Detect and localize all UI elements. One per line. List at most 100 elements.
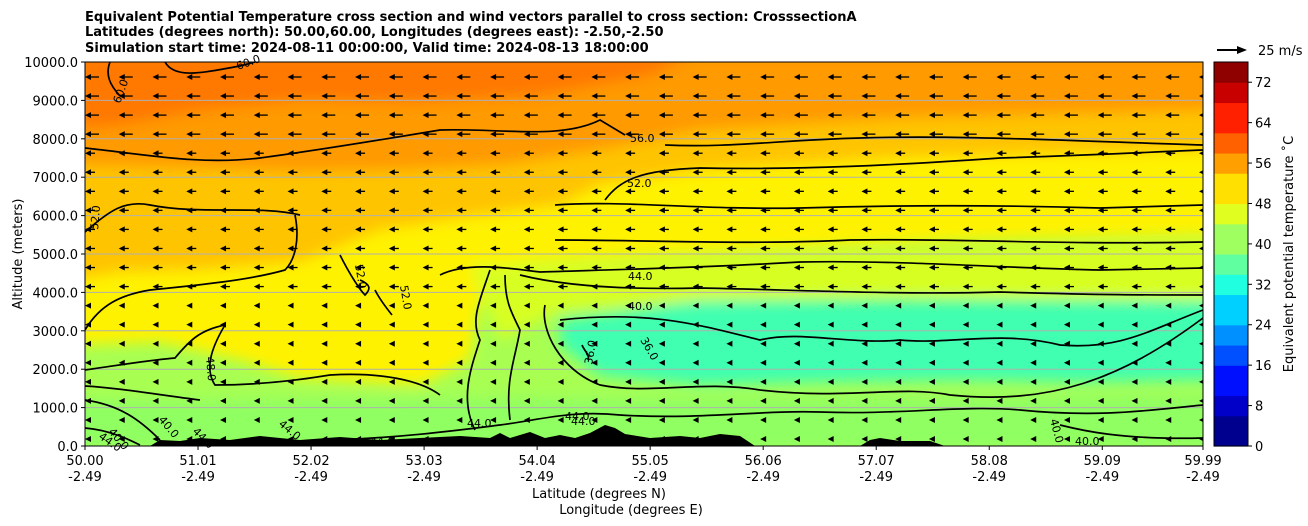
wind-arrow (760, 74, 775, 80)
wind-arrow (1131, 226, 1142, 233)
wind-arrow (456, 302, 463, 309)
wind-arrow (692, 378, 699, 385)
wind-arrow (118, 302, 125, 309)
colorbar-segment (1214, 193, 1248, 205)
wind-arrow (793, 150, 804, 157)
wind-arrow (388, 359, 395, 366)
plot-area (85, 62, 1203, 446)
wind-arrow (591, 169, 602, 176)
wind-arrow (152, 93, 167, 100)
wind-arrow (928, 397, 935, 404)
wind-arrow (996, 150, 1007, 157)
wind-arrow (1199, 170, 1203, 175)
wind-arrow (220, 283, 231, 290)
wind-arrow (422, 416, 429, 423)
wind-arrow (152, 150, 163, 157)
wind-arrow (996, 169, 1007, 176)
colorbar-segment (1214, 425, 1248, 437)
wind-arrow (625, 226, 636, 233)
wind-arrow (928, 169, 939, 176)
wind-arrow (962, 169, 973, 176)
wind-arrow (388, 150, 399, 157)
wind-arrow (793, 283, 804, 290)
wind-arrow (928, 245, 939, 252)
wind-arrow (118, 436, 125, 442)
wind-arrow (186, 74, 201, 80)
colorbar-segment (1214, 203, 1248, 215)
wind-arrow (355, 131, 370, 138)
wind-arrow (591, 264, 602, 271)
contour-label: 40.0 (628, 300, 653, 313)
wind-arrow (321, 74, 336, 80)
wind-arrow (355, 112, 370, 119)
wind-arrow (456, 264, 467, 271)
x-tick-label-longitude: -2.49 (1085, 470, 1119, 485)
wind-arrow (726, 302, 733, 309)
wind-arrow (388, 321, 395, 328)
wind-arrow (523, 416, 530, 423)
wind-arrow (456, 245, 467, 252)
wind-arrow (355, 188, 366, 195)
wind-arrow (456, 436, 463, 442)
colorbar-segment (1214, 254, 1248, 265)
wind-arrow (962, 378, 969, 385)
wind-arrow (557, 416, 564, 423)
wind-arrow (490, 359, 497, 366)
wind-arrow (1063, 226, 1074, 233)
contour-44-wiggle-2 (504, 274, 521, 421)
contour-44-low (85, 385, 201, 401)
wind-arrow (287, 397, 294, 404)
wind-arrow (321, 226, 332, 233)
wind-arrow (557, 283, 568, 290)
wind-arrow (523, 378, 530, 385)
wind-arrow (962, 93, 977, 100)
wind-arrow (220, 245, 231, 252)
wind-arrow (1097, 436, 1104, 442)
wind-arrow (490, 340, 497, 347)
wind-arrow (85, 188, 95, 195)
wind-arrow (895, 131, 910, 138)
contour-label: 44.0 (467, 417, 492, 430)
wind-arrow (220, 378, 227, 385)
wind-arrow (186, 226, 197, 233)
wind-arrow (220, 321, 227, 328)
wind-arrow (962, 283, 973, 290)
wind-arrow (186, 264, 197, 271)
wind-arrow (287, 74, 302, 80)
wind-arrow (591, 150, 602, 157)
wind-arrow (928, 264, 939, 271)
wind-arrow (692, 416, 699, 423)
wind-arrow (253, 264, 264, 271)
wind-arrow (118, 359, 125, 366)
wind-arrow (422, 150, 433, 157)
wind-arrow (1097, 112, 1112, 119)
wind-arrow (220, 112, 235, 119)
wind-arrow (692, 207, 703, 214)
y-axis: 0.0 1000.0 2000.0 3000.0 4000.0 5000.0 6000.0 7… (24, 56, 85, 455)
x-tick-label-longitude: -2.49 (181, 470, 215, 485)
wind-arrow (118, 150, 129, 157)
wind-arrow (760, 321, 767, 328)
wind-arrow (1165, 150, 1176, 157)
wind-arrow (557, 359, 564, 366)
wind-arrow (220, 359, 227, 366)
wind-arrow (152, 436, 159, 442)
wind-arrow (490, 378, 497, 385)
wind-arrow (422, 74, 437, 80)
wind-arrow (557, 188, 568, 195)
wind-arrow (1165, 397, 1172, 404)
colorbar-segment (1214, 102, 1248, 114)
wind-arrow (1097, 74, 1112, 80)
wind-arrow (793, 169, 804, 176)
wind-arrow (1097, 188, 1108, 195)
wind-arrow (85, 207, 95, 214)
wind-arrow (85, 436, 91, 442)
quiver-key-arrowhead (1237, 46, 1247, 54)
gridlines (85, 62, 1203, 446)
wind-arrow (118, 245, 129, 252)
wind-arrow (523, 340, 530, 347)
wind-arrow (186, 436, 193, 442)
wind-arrow (658, 93, 673, 100)
wind-arrow (1131, 131, 1146, 138)
wind-arrow (895, 302, 902, 309)
